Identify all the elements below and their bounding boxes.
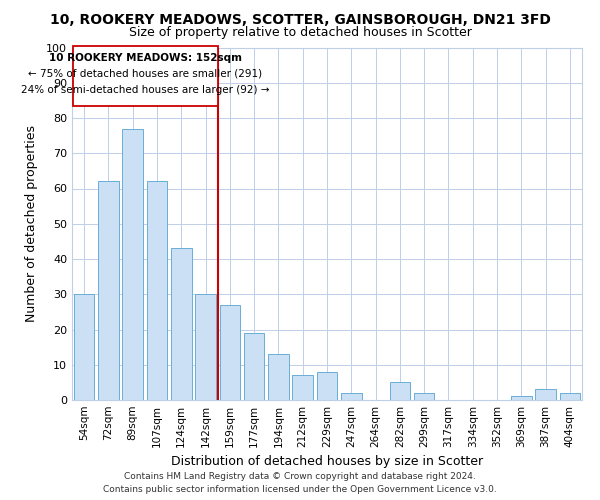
Bar bbox=[292, 376, 313, 400]
Bar bbox=[244, 333, 265, 400]
Text: ← 75% of detached houses are smaller (291): ← 75% of detached houses are smaller (29… bbox=[28, 69, 263, 79]
Bar bbox=[317, 372, 337, 400]
Bar bbox=[171, 248, 191, 400]
Bar bbox=[74, 294, 94, 400]
Text: Contains HM Land Registry data © Crown copyright and database right 2024.
Contai: Contains HM Land Registry data © Crown c… bbox=[103, 472, 497, 494]
Y-axis label: Number of detached properties: Number of detached properties bbox=[25, 125, 38, 322]
X-axis label: Distribution of detached houses by size in Scotter: Distribution of detached houses by size … bbox=[171, 456, 483, 468]
Text: 10 ROOKERY MEADOWS: 152sqm: 10 ROOKERY MEADOWS: 152sqm bbox=[49, 53, 242, 63]
Bar bbox=[389, 382, 410, 400]
Bar bbox=[560, 393, 580, 400]
Bar bbox=[122, 128, 143, 400]
Text: 10, ROOKERY MEADOWS, SCOTTER, GAINSBOROUGH, DN21 3FD: 10, ROOKERY MEADOWS, SCOTTER, GAINSBOROU… bbox=[50, 12, 550, 26]
Text: 24% of semi-detached houses are larger (92) →: 24% of semi-detached houses are larger (… bbox=[21, 85, 270, 95]
Bar bbox=[268, 354, 289, 400]
Bar bbox=[98, 182, 119, 400]
Text: Size of property relative to detached houses in Scotter: Size of property relative to detached ho… bbox=[128, 26, 472, 39]
Bar bbox=[73, 46, 218, 106]
Bar bbox=[341, 393, 362, 400]
Bar bbox=[195, 294, 216, 400]
Bar bbox=[511, 396, 532, 400]
Bar bbox=[414, 393, 434, 400]
Bar bbox=[220, 305, 240, 400]
Bar bbox=[535, 390, 556, 400]
Bar bbox=[146, 182, 167, 400]
